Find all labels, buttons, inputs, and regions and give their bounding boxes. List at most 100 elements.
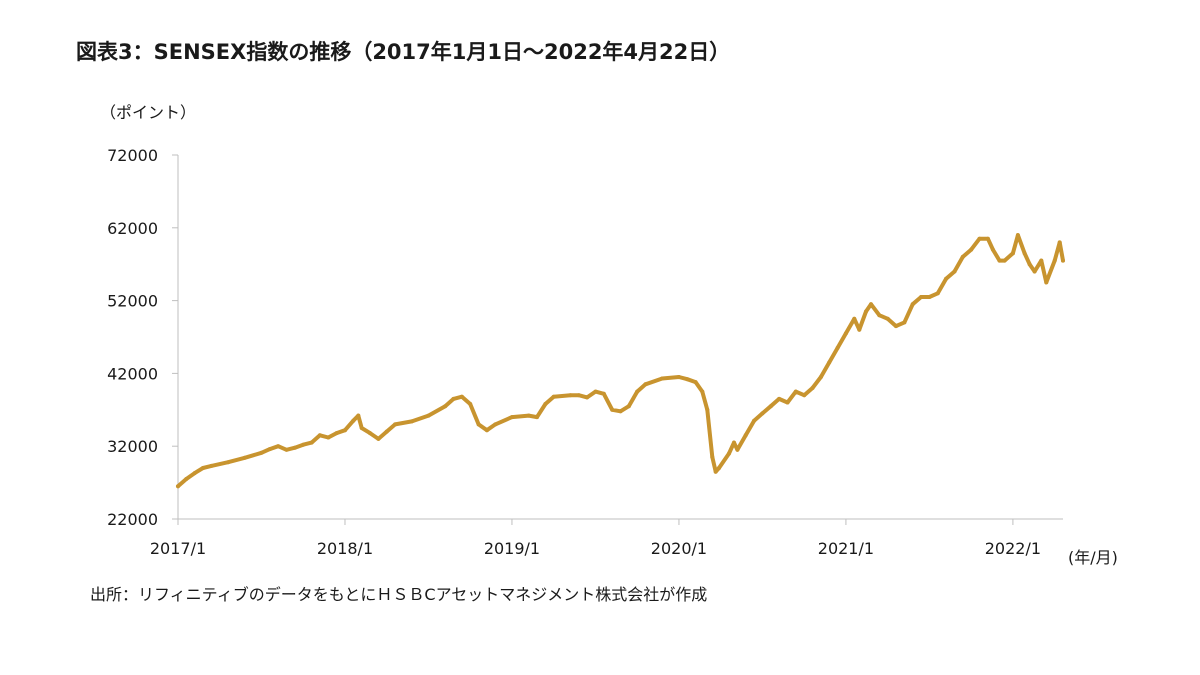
data-point	[768, 404, 773, 409]
data-point	[990, 247, 995, 252]
data-point	[476, 422, 481, 427]
data-point	[192, 471, 197, 476]
data-point	[1052, 258, 1057, 263]
data-point	[827, 360, 832, 365]
data-point	[985, 236, 990, 241]
data-point	[343, 428, 347, 433]
data-point	[376, 436, 381, 441]
data-point	[676, 375, 681, 379]
data-point	[927, 295, 932, 299]
data-point	[685, 377, 690, 382]
data-point	[710, 455, 715, 460]
data-point	[969, 247, 974, 252]
data-point	[384, 429, 389, 434]
data-point	[785, 400, 790, 405]
data-point	[359, 426, 364, 430]
data-point	[326, 435, 331, 440]
data-point	[610, 407, 615, 412]
data-point	[877, 313, 882, 318]
data-point	[451, 396, 456, 401]
data-point	[526, 413, 531, 418]
data-point	[1002, 258, 1007, 263]
x-tick-label: 2019/1	[484, 539, 540, 558]
data-point	[935, 291, 940, 296]
data-point	[601, 391, 606, 396]
data-point	[593, 389, 598, 394]
data-point	[810, 386, 815, 390]
data-point	[902, 320, 907, 325]
data-point	[535, 415, 539, 420]
data-point	[276, 444, 281, 449]
data-point	[732, 440, 736, 445]
data-point	[869, 302, 873, 307]
data-point	[201, 466, 205, 470]
data-point	[743, 433, 748, 438]
data-point	[334, 431, 339, 436]
data-point	[802, 393, 807, 398]
data-point	[459, 394, 464, 399]
data-point	[176, 484, 180, 489]
data-point	[242, 455, 247, 460]
data-point	[735, 447, 740, 452]
data-point	[409, 419, 414, 424]
data-point	[977, 236, 982, 241]
data-point	[543, 402, 548, 406]
data-point	[317, 433, 322, 438]
data-point	[997, 258, 1002, 263]
data-point	[209, 463, 214, 468]
data-point	[551, 394, 556, 399]
data-point	[864, 309, 868, 314]
data-point	[894, 324, 898, 329]
data-point	[484, 428, 489, 433]
data-point	[793, 389, 798, 394]
data-point	[267, 447, 272, 452]
data-point	[1022, 251, 1027, 256]
x-tick-label: 2021/1	[818, 539, 874, 558]
data-point	[301, 442, 306, 447]
data-point	[777, 396, 782, 401]
data-point	[635, 389, 640, 394]
data-point	[351, 418, 356, 423]
series-group	[176, 233, 1065, 489]
data-point	[184, 477, 189, 481]
y-axis-label: （ポイント）	[100, 103, 196, 122]
data-point	[576, 393, 581, 398]
data-point	[1015, 233, 1020, 238]
data-point	[226, 460, 231, 465]
x-tick-label: 2018/1	[317, 539, 373, 558]
data-point	[309, 440, 314, 445]
data-point	[843, 331, 848, 336]
data-point	[835, 345, 840, 350]
data-point	[356, 413, 361, 418]
data-point	[910, 302, 915, 307]
data-point	[952, 269, 957, 274]
data-point	[660, 376, 665, 381]
data-point	[626, 404, 631, 409]
data-point	[852, 316, 857, 321]
data-point	[568, 393, 573, 398]
data-point	[705, 407, 710, 412]
data-point	[1044, 280, 1049, 285]
x-axis-label: (年/月)	[1068, 548, 1118, 567]
data-point	[693, 380, 698, 385]
data-point	[259, 450, 264, 455]
data-point	[1027, 262, 1032, 267]
data-point	[510, 415, 514, 420]
data-point	[368, 431, 372, 436]
data-point	[468, 402, 473, 406]
data-point	[700, 389, 705, 394]
data-point	[760, 411, 765, 416]
y-tick-label: 22000	[107, 510, 158, 529]
data-point	[443, 404, 448, 409]
chart-title: 図表3：SENSEX指数の推移（2017年1月1日～2022年4月22日）	[76, 40, 731, 64]
data-point	[1032, 269, 1037, 274]
data-point	[393, 422, 398, 427]
data-point	[919, 295, 924, 299]
data-point	[292, 445, 297, 450]
data-point	[857, 327, 862, 332]
x-tick-label: 2022/1	[985, 539, 1041, 558]
data-point	[493, 422, 498, 427]
data-point	[284, 447, 289, 452]
data-point	[1010, 251, 1015, 256]
